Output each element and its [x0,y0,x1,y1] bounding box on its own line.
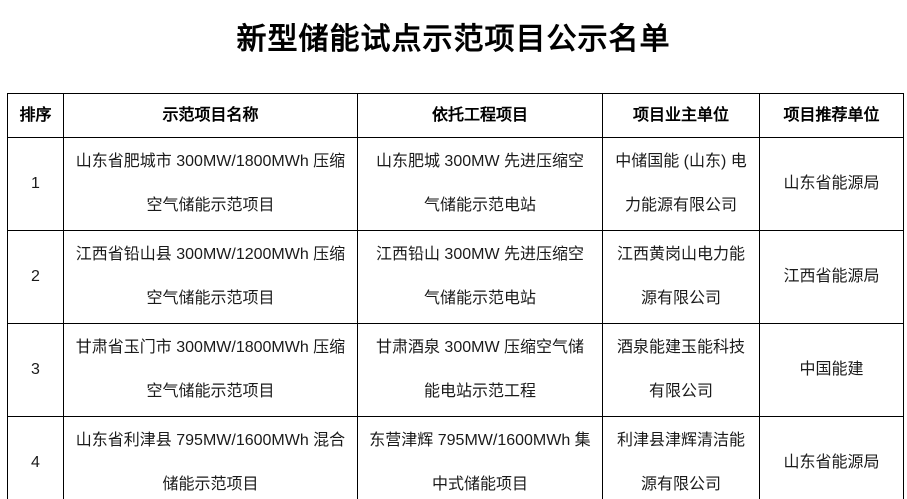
rank-cell: 3 [7,323,64,417]
page-title: 新型储能试点示范项目公示名单 [236,23,671,56]
project-name-cell: 江西省铅山县 300MW/1200MWh 压缩空气储能示范项目 [63,230,358,324]
table-row: 4 山东省利津县 795MW/1600MWh 混合储能示范项目 东营津辉 795… [7,416,904,499]
project-name-cell: 山东省肥城市 300MW/1800MWh 压缩空气储能示范项目 [63,137,358,231]
engineering-project-cell: 江西铅山 300MW 先进压缩空气储能示范电站 [357,230,603,324]
table-row: 2 江西省铅山县 300MW/1200MWh 压缩空气储能示范项目 江西铅山 3… [7,230,904,324]
owner-unit-cell: 江西黄岗山电力能源有限公司 [602,230,760,324]
recommender-unit-cell: 中国能建 [759,323,904,417]
table-row: 3 甘肃省玉门市 300MW/1800MWh 压缩空气储能示范项目 甘肃酒泉 3… [7,323,904,417]
recommender-unit-cell: 江西省能源局 [759,230,904,324]
header-recommender-unit: 项目推荐单位 [759,93,904,138]
recommender-unit-cell: 山东省能源局 [759,137,904,231]
header-project-name: 示范项目名称 [63,93,358,138]
project-list-table: 排序 示范项目名称 依托工程项目 项目业主单位 项目推荐单位 1 山东省肥城市 … [7,93,904,499]
rank-cell: 1 [7,137,64,231]
project-name-cell: 甘肃省玉门市 300MW/1800MWh 压缩空气储能示范项目 [63,323,358,417]
owner-unit-cell: 利津县津辉清洁能源有限公司 [602,416,760,499]
rank-cell: 2 [7,230,64,324]
table-header-row: 排序 示范项目名称 依托工程项目 项目业主单位 项目推荐单位 [7,93,904,138]
owner-unit-cell: 酒泉能建玉能科技有限公司 [602,323,760,417]
engineering-project-cell: 山东肥城 300MW 先进压缩空气储能示范电站 [357,137,603,231]
project-name-cell: 山东省利津县 795MW/1600MWh 混合储能示范项目 [63,416,358,499]
table-row: 1 山东省肥城市 300MW/1800MWh 压缩空气储能示范项目 山东肥城 3… [7,137,904,231]
engineering-project-cell: 甘肃酒泉 300MW 压缩空气储能电站示范工程 [357,323,603,417]
recommender-unit-cell: 山东省能源局 [759,416,904,499]
header-owner-unit: 项目业主单位 [602,93,760,138]
owner-unit-cell: 中储国能 (山东) 电力能源有限公司 [602,137,760,231]
header-engineering-project: 依托工程项目 [357,93,603,138]
engineering-project-cell: 东营津辉 795MW/1600MWh 集中式储能项目 [357,416,603,499]
rank-cell: 4 [7,416,64,499]
header-rank: 排序 [7,93,64,138]
